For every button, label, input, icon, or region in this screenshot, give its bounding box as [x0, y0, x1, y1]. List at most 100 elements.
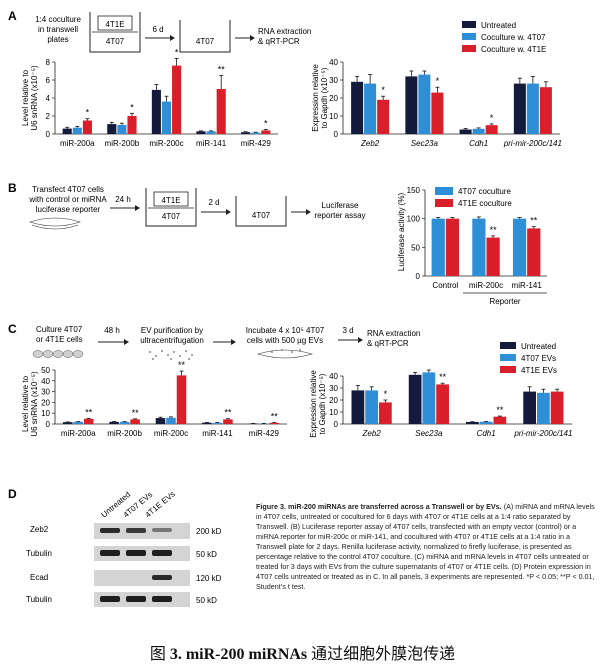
blot-band-tubulin2-1: [100, 596, 120, 602]
c-step1-2: or 4T1E cells: [36, 335, 83, 344]
a-insert-box: [97, 15, 133, 31]
c-legend-swatch-untreated: [500, 342, 516, 349]
a-mrna-bar-0-2: [377, 99, 390, 134]
b-bottom-label: 4T07: [162, 212, 181, 221]
c-mirna-y-tick-label-2: 20: [41, 398, 50, 407]
a-mrna-y-tick-label-3: 30: [329, 76, 338, 85]
chart-a-mirna: 0 2 4 6 8 Level relative toU6 snRNA (x10⁻⁵) * m…: [21, 47, 278, 148]
b-category-2: miR-141: [512, 281, 543, 290]
a-mrna-bar-2-2: [485, 125, 498, 134]
c-legend-4t1e: 4T1E EVs: [521, 366, 557, 375]
b-legend-4t1e: 4T1E coculture: [458, 199, 512, 208]
a-legend-4t07: Coculture w. 4T07: [481, 33, 546, 42]
a-mrna-y-tick-label-4: 40: [329, 58, 338, 67]
a-left-text-3: plates: [47, 35, 68, 44]
a-bottom-label: 4T07: [106, 37, 125, 46]
blot-band-tubulin1-2: [126, 550, 146, 556]
panel-b-legend: 4T07 coculture 4T1E coculture: [435, 187, 512, 208]
a-arrow-1-label: 6 d: [152, 25, 163, 34]
b-legend-swatch-4t07: [435, 187, 453, 195]
c-mrna-y-tick-label-2: 20: [329, 396, 338, 405]
c-arrow-3-head: [358, 337, 363, 343]
b-result-2: reporter assay: [314, 211, 365, 220]
panel-a-schematic: 1:4 coculture in transwell plates 4T1E 4…: [35, 12, 311, 53]
a-result-2: & qRT-PCR: [258, 37, 300, 46]
a-left-text-2: in transwell: [38, 25, 78, 34]
panel-a-legend: Untreated Coculture w. 4T07 Coculture w.…: [462, 21, 546, 54]
a-mrna-y-axis-label-line-1: to Gapdh (x10⁻⁵): [320, 67, 329, 128]
a-mrna-category-0: Zeb2: [360, 139, 380, 148]
c-mirna-category-1: miR-200b: [107, 429, 142, 438]
bottom-title-bold: 3. miR-200 miRNAs: [169, 646, 308, 663]
a-mirna-bar-4-2: [261, 130, 271, 134]
b-arrow-2-label: 2 d: [208, 198, 219, 207]
c-mirna-bar-1-0: [109, 421, 119, 424]
c-mrna-bar-0-0: [351, 390, 365, 424]
caption-body: (A) miRNA and mRNA levels in 4T07 cells,…: [256, 502, 595, 591]
a-mrna-bar-2-0: [459, 129, 472, 134]
c-mirna-y-tick-label-4: 40: [41, 377, 50, 386]
a-right-box-label: 4T07: [196, 37, 215, 46]
a-result-1: RNA extraction: [258, 27, 311, 36]
a-mirna-sig-2: *: [175, 47, 179, 57]
b-bar-0-1: [445, 218, 460, 276]
a-mirna-y-tick-label-4: 8: [46, 58, 51, 67]
c-legend-swatch-4t1e: [500, 366, 516, 373]
c-mirna-bar-2-1: [166, 417, 176, 424]
panel-b-schematic: Transfect 4T07 cells with control or miR…: [28, 185, 366, 230]
b-category-0: Control: [432, 281, 458, 290]
a-mrna-bar-1-2: [431, 92, 444, 134]
c-mirna-sig-0: **: [85, 407, 93, 417]
blot-size-tubulin-1: 50 kD: [196, 550, 217, 559]
b-bar-2-1: [527, 228, 541, 276]
c-mirna-y-tick-label-0: 0: [46, 420, 51, 429]
western-blot: Untreated 4T07 EVs 4T1E EVs Zeb2 200 kD …: [26, 489, 222, 607]
a-legend-swatch-4t07: [462, 33, 476, 40]
c-mrna-bar-2-1: [479, 421, 493, 424]
b-arrow-1-label: 24 h: [115, 195, 131, 204]
a-mirna-bar-2-1: [161, 101, 172, 134]
c-mrna-category-3: pri-mir-200c/141: [513, 429, 572, 438]
b-y-tick-label-3: 150: [407, 186, 421, 195]
a-left-text-1: 1:4 coculture: [35, 15, 81, 24]
a-mrna-sig-1: *: [436, 76, 440, 86]
blot-band-tubulin2-2: [126, 596, 146, 602]
c-mirna-bar-3-2: [223, 419, 233, 424]
c-mrna-y-tick-label-1: 10: [329, 408, 338, 417]
b-left-text-3: luciferase reporter: [36, 205, 101, 214]
bottom-title-rest: 通过细胞外膜泡传递: [311, 646, 456, 663]
a-mrna-sig-0: *: [381, 85, 385, 95]
blot-size-ecad: 120 kD: [196, 574, 222, 583]
blot-row-label-tubulin-1: Tubulin: [26, 549, 52, 558]
a-mirna-bar-4-1: [251, 132, 261, 134]
panel-a-letter: A: [8, 9, 17, 23]
a-mirna-sig-3: **: [218, 65, 226, 75]
c-mirna-sig-1: **: [132, 408, 140, 418]
b-arrow-1-head: [135, 205, 140, 211]
b-result-1: Luciferase: [322, 201, 359, 210]
b-arrow-3-head: [306, 209, 311, 215]
bottom-title-prefix: 图: [149, 646, 166, 663]
c-mirna-y-axis-label: Level relative toU6 snRNA (x10⁻⁵): [21, 371, 39, 437]
a-legend-swatch-4t1e: [462, 45, 476, 52]
c-mrna-bar-1-0: [408, 374, 422, 424]
c-arrow-1-head: [124, 339, 129, 345]
a-mirna-category-1: miR-200b: [105, 139, 140, 148]
c-step2-2: ultracentrifugation: [140, 336, 204, 345]
b-y-tick-label-2: 100: [407, 215, 421, 224]
a-insert-label: 4T1E: [105, 20, 124, 29]
c-legend-untreated: Untreated: [521, 342, 556, 351]
b-y-tick-label-0: 0: [416, 272, 421, 281]
c-cells-icon: [32, 350, 84, 358]
b-sig-1: **: [490, 225, 498, 235]
c-mirna-sig-2: **: [178, 360, 186, 370]
a-mrna-bar-2-1: [472, 128, 485, 134]
c-mrna-y-axis-label: Expression relativeto Gapdh (x10⁻⁵): [309, 370, 327, 438]
a-mrna-bar-3-1: [526, 83, 539, 134]
c-ev-particles-icon: [149, 350, 193, 360]
b-y-tick-label-1: 50: [411, 243, 420, 252]
a-arrow-2-head: [250, 35, 255, 41]
